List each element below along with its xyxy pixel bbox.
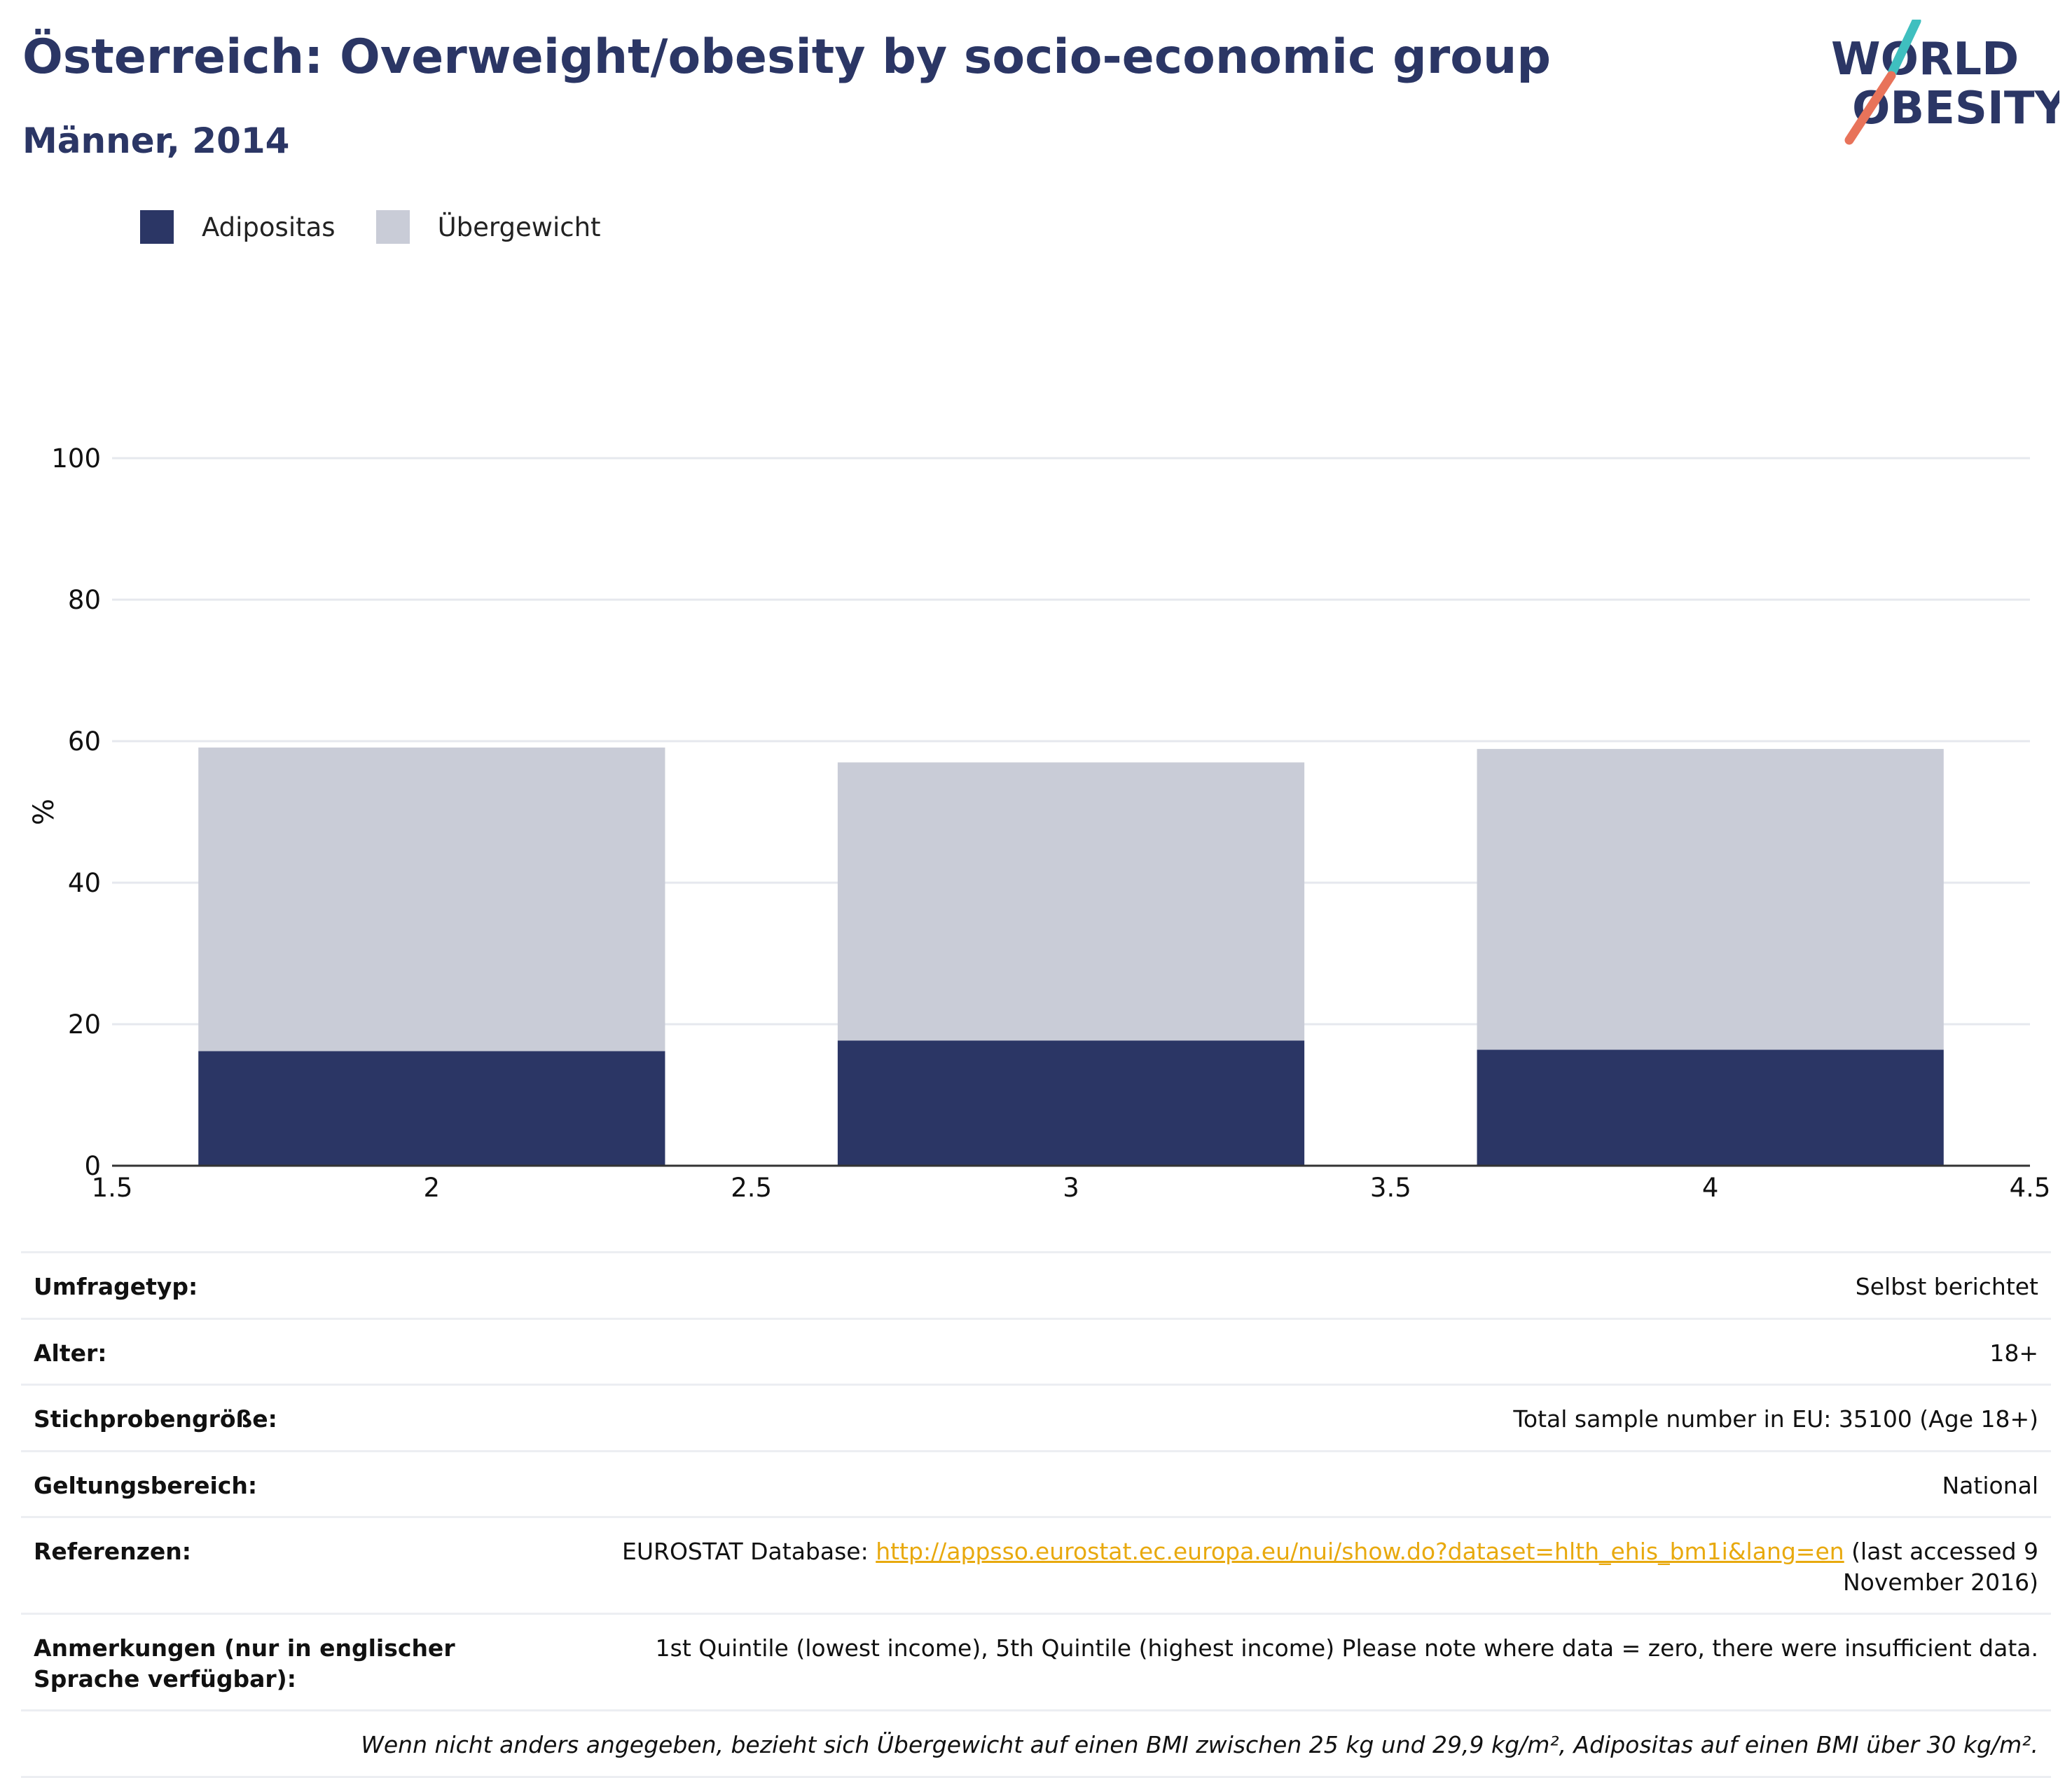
info-value-coverage: National xyxy=(1942,1471,2038,1499)
y-tick-label: 80 xyxy=(68,585,101,615)
x-tick-label: 1.5 xyxy=(92,1173,133,1203)
y-tick-label: 40 xyxy=(68,868,101,898)
bar-segment-adipositas xyxy=(837,1040,1305,1166)
bar-segment-uebergewicht xyxy=(1477,749,1944,1050)
references-suffix: (last accessed 9 November 2016) xyxy=(1842,1538,2038,1596)
eurostat-reference-link[interactable]: http://appsso.eurostat.ec.europa.eu/nui/… xyxy=(876,1538,1844,1566)
bmi-definition-footnote: Wenn nicht anders angegeben, bezieht sic… xyxy=(361,1731,2038,1759)
info-row-sample-size: Stichprobengröße: Total sample number in… xyxy=(21,1384,2051,1450)
x-tick-label: 3.5 xyxy=(1370,1173,1411,1203)
logo-slash-top xyxy=(1888,20,1921,76)
chart-title: Österreich: Overweight/obesity by socio-… xyxy=(22,29,1552,85)
x-tick-label: 3 xyxy=(1063,1173,1079,1203)
legend-swatch-adipositas xyxy=(140,210,174,244)
x-tick-label: 4 xyxy=(1702,1173,1719,1203)
info-value-sample-size: Total sample number in EU: 35100 (Age 18… xyxy=(1513,1405,2038,1433)
info-row-coverage: Geltungsbereich: National xyxy=(21,1449,2051,1517)
info-row-survey-type: Umfragetyp: Selbst berichtet xyxy=(21,1251,2051,1318)
chart-legend: Adipositas Übergewicht xyxy=(140,209,642,245)
x-tick-label: 4.5 xyxy=(2010,1173,2051,1203)
bar-segment-adipositas xyxy=(198,1051,665,1166)
info-row-footnote: Wenn nicht anders angegeben, bezieht sic… xyxy=(21,1709,2051,1778)
x-tick-label: 2.5 xyxy=(731,1173,772,1203)
info-label-survey-type: Umfragetyp: xyxy=(34,1273,198,1300)
y-tick-label: 100 xyxy=(51,443,101,474)
info-label-age: Alter: xyxy=(34,1339,107,1367)
bar-segment-uebergewicht xyxy=(837,762,1305,1041)
logo-slash-bottom xyxy=(1844,71,1896,145)
references-prefix: EUROSTAT Database: xyxy=(622,1538,876,1566)
legend-label-uebergewicht: Übergewicht xyxy=(437,212,601,242)
chart-subtitle: Männer, 2014 xyxy=(22,120,290,161)
legend-item-adipositas[interactable]: Adipositas xyxy=(140,210,336,244)
info-label-references: Referenzen: xyxy=(34,1538,191,1566)
x-tick-label: 2 xyxy=(424,1173,441,1203)
info-value-survey-type: Selbst berichtet xyxy=(1855,1273,2038,1300)
legend-label-adipositas: Adipositas xyxy=(202,212,336,242)
info-value-references: EUROSTAT Database: http://appsso.eurosta… xyxy=(552,1536,2038,1597)
info-value-notes: 1st Quintile (lowest income), 5th Quinti… xyxy=(655,1634,2038,1662)
info-row-age: Alter: 18+ xyxy=(21,1317,2051,1384)
bar-segment-uebergewicht xyxy=(198,747,665,1052)
y-axis-label: % xyxy=(28,799,60,825)
info-label-notes: Anmerkungen (nur in englischer Sprache v… xyxy=(34,1634,455,1693)
y-tick-label: 20 xyxy=(68,1009,101,1040)
y-tick-label: 60 xyxy=(68,726,101,757)
logo-line-world: WORLD xyxy=(1831,34,2019,85)
legend-item-uebergewicht[interactable]: Übergewicht xyxy=(375,210,601,244)
survey-info-table: Umfragetyp: Selbst berichtet Alter: 18+ … xyxy=(21,1251,2051,1778)
bar-segment-adipositas xyxy=(1477,1049,1944,1166)
logo-line-obesity: OBESITY xyxy=(1852,83,2059,135)
info-label-coverage: Geltungsbereich: xyxy=(34,1471,258,1499)
world-obesity-logo: WORLD OBESITY xyxy=(1831,20,2059,145)
legend-swatch-uebergewicht xyxy=(375,210,410,244)
info-row-references: Referenzen: EUROSTAT Database: http://ap… xyxy=(21,1516,2051,1613)
info-value-age: 18+ xyxy=(1989,1339,2038,1367)
stacked-bar-chart: 0 20 40 60 80 100% 1.5 2 2.5 3 3.5 4 4.5 xyxy=(28,443,2051,1203)
info-row-notes: Anmerkungen (nur in englischer Sprache v… xyxy=(21,1613,2051,1709)
y-tick-label: 0 xyxy=(84,1151,101,1181)
info-label-sample-size: Stichprobengröße: xyxy=(34,1405,277,1433)
